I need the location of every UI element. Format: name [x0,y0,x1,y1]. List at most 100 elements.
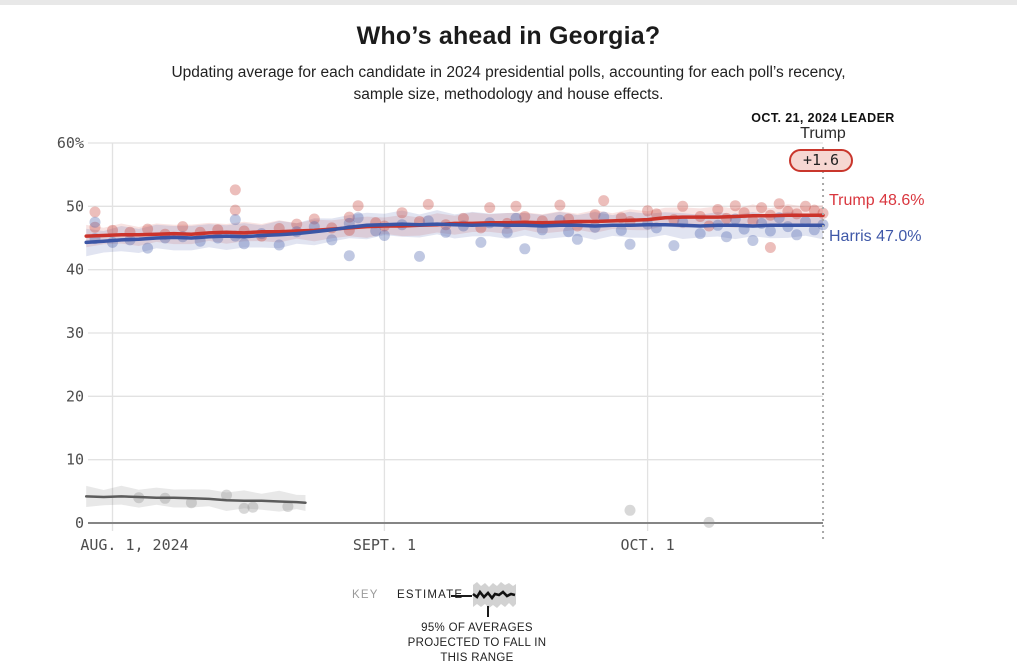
poll-dot[interactable] [370,217,382,229]
poll-dot[interactable] [107,236,118,248]
poll-dot[interactable] [159,232,171,244]
poll-dot[interactable] [194,235,206,247]
poll-dot[interactable] [396,219,408,231]
poll-dot[interactable] [782,205,794,217]
poll-dot[interactable] [238,225,250,237]
poll-dot[interactable] [440,226,452,238]
poll-dot[interactable] [817,219,829,231]
poll-dot[interactable] [326,222,338,234]
poll-dot[interactable] [273,239,285,251]
poll-dot[interactable] [440,219,452,231]
poll-dot[interactable] [764,209,776,221]
poll-dot[interactable] [352,212,364,224]
poll-dot[interactable] [308,221,320,233]
poll-dot[interactable] [343,211,355,223]
poll-dot[interactable] [721,212,732,224]
poll-dot[interactable] [229,214,241,226]
poll-dot[interactable] [124,234,136,246]
poll-dot[interactable] [729,200,741,212]
poll-dot[interactable] [677,216,689,228]
poll-dot[interactable] [378,230,390,241]
poll-dot[interactable] [510,200,522,212]
poll-dot[interactable] [773,212,785,224]
poll-dot[interactable] [589,209,601,221]
poll-dot[interactable] [370,225,382,237]
poll-dot[interactable] [756,202,768,214]
poll-dot[interactable] [677,200,689,212]
poll-dot[interactable] [563,226,575,238]
poll-dot[interactable] [457,220,469,232]
poll-dot[interactable] [598,195,610,207]
poll-dot[interactable] [554,199,566,211]
poll-dot[interactable] [212,224,224,236]
poll-dot[interactable] [229,204,241,216]
poll-dot[interactable] [133,492,145,504]
poll-dot[interactable] [159,228,171,240]
poll-dot[interactable] [536,224,548,236]
poll-dot[interactable] [642,205,654,217]
poll-dot[interactable] [177,231,189,243]
poll-dot[interactable] [484,217,496,229]
poll-dot[interactable] [747,215,759,227]
poll-dot[interactable] [650,208,662,220]
poll-dot[interactable] [554,214,566,226]
poll-dot[interactable] [624,238,636,250]
poll-dot[interactable] [422,198,434,210]
poll-dot[interactable] [343,224,355,236]
poll-dot[interactable] [712,204,724,215]
poll-dot[interactable] [738,223,750,235]
poll-dot[interactable] [343,250,355,262]
poll-dot[interactable] [729,213,741,225]
poll-dot[interactable] [378,220,390,232]
poll-dot[interactable] [291,218,303,230]
poll-dot[interactable] [177,221,189,233]
poll-dot[interactable] [571,220,583,232]
poll-dot[interactable] [194,226,206,238]
poll-dot[interactable] [571,233,583,245]
poll-dot[interactable] [738,207,750,219]
poll-dot[interactable] [519,243,531,255]
poll-dot[interactable] [650,222,662,234]
poll-dot[interactable] [475,222,487,234]
poll-dot[interactable] [808,224,820,236]
poll-dot[interactable] [694,211,706,222]
poll-dot[interactable] [142,242,154,254]
poll-dot[interactable] [615,212,627,224]
poll-dot[interactable] [800,216,811,227]
poll-dot[interactable] [589,221,601,233]
poll-dot[interactable] [510,212,522,224]
poll-dot[interactable] [256,228,268,240]
poll-dot[interactable] [326,234,338,246]
poll-dot[interactable] [414,216,425,227]
poll-dot[interactable] [782,221,794,233]
poll-dot[interactable] [107,224,118,236]
poll-dot[interactable] [221,489,232,501]
poll-dot[interactable] [142,223,154,235]
poll-dot[interactable] [624,216,636,227]
poll-dot[interactable] [747,235,759,246]
poll-dot[interactable] [615,224,627,236]
poll-dot[interactable] [396,207,408,219]
poll-dot[interactable] [791,208,803,220]
poll-dot[interactable] [703,220,715,232]
poll-dot[interactable] [808,204,820,216]
poll-dot[interactable] [756,217,768,229]
poll-dot[interactable] [291,226,303,238]
poll-dot[interactable] [712,219,724,231]
poll-dot[interactable] [721,231,732,243]
poll-dot[interactable] [668,214,680,226]
poll-dot[interactable] [501,217,513,229]
poll-dot[interactable] [800,200,811,212]
poll-dot[interactable] [229,184,241,196]
poll-dot[interactable] [764,225,776,237]
trump-polls-dots[interactable] [89,184,829,253]
poll-dot[interactable] [668,240,680,252]
poll-dot[interactable] [484,202,496,214]
poll-dot[interactable] [536,215,548,227]
poll-dot[interactable] [185,497,197,509]
poll-dot[interactable] [247,501,259,513]
poll-dot[interactable] [89,216,101,228]
poll-dot[interactable] [501,226,513,238]
harris-polls-dots[interactable] [89,211,829,262]
poll-dot[interactable] [308,213,320,225]
